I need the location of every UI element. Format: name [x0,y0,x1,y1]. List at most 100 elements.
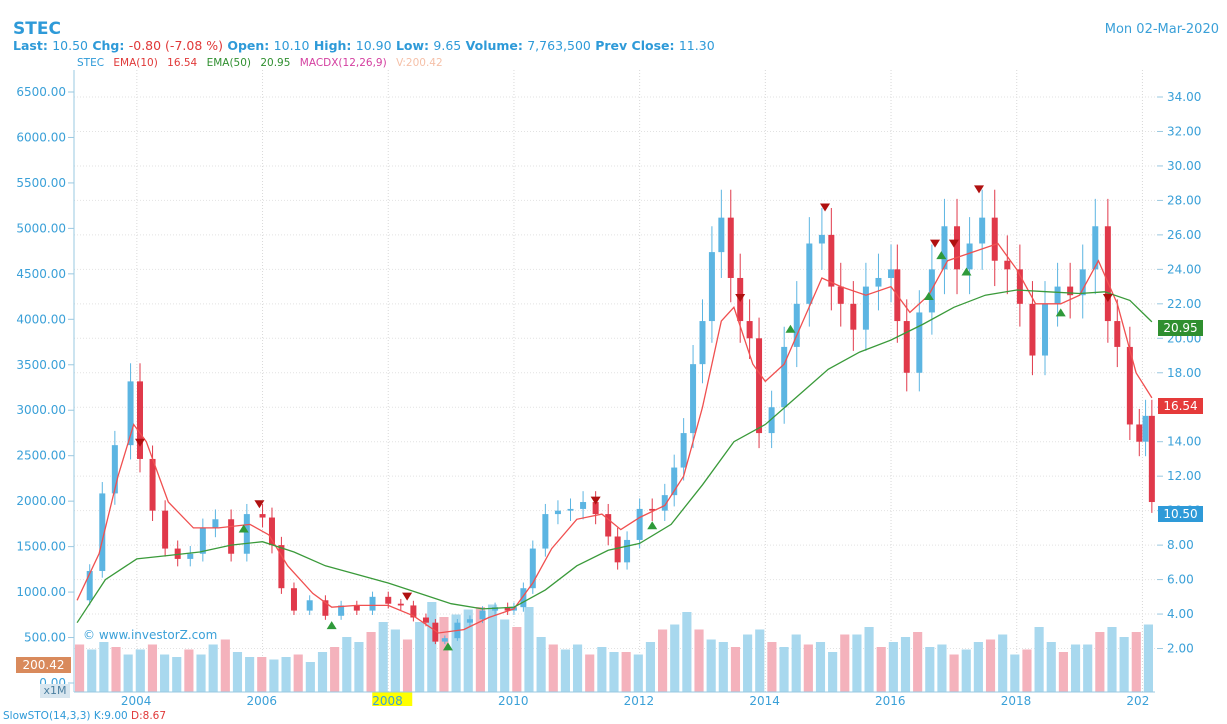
volume-bar [1010,654,1020,692]
y-left-label: 1500.00 [16,540,66,554]
y-right-label: 26.00 [1167,228,1201,242]
volume-label: Volume: [465,38,523,53]
candle-body [699,321,706,365]
volume-bar [269,659,279,692]
x-tick-label: 202 [1126,694,1149,708]
volume-bar [135,649,145,692]
y-right-label: 2.00 [1167,642,1194,656]
volume-bar [475,607,485,692]
y-left-label: 3500.00 [16,358,66,372]
volume-bar [682,612,692,692]
volume-bar [548,644,558,692]
candle-body [850,303,857,330]
volume-bar [840,634,850,692]
ema-lines [76,242,1153,634]
y-left-label: 6000.00 [16,130,66,144]
volume-bar [1119,637,1129,692]
volume-bar [815,642,826,692]
legend-macd[interactable]: MACDX(12,26,9) [299,57,387,69]
legend-ema10[interactable]: EMA(10) [113,57,158,69]
candle-body [966,243,973,270]
sell-signal [820,203,831,212]
volume-bar [718,642,728,692]
candle-body [111,445,118,494]
y-left-label: 5000.00 [16,221,66,235]
quote-stats: Last: 10.50 Chg: -0.80 (-7.08 %) Open: 1… [13,38,715,53]
candle-body [504,607,511,611]
volume-bar [245,657,255,692]
volume-bar [208,644,218,692]
legend-ema10-value: 16.54 [167,57,198,69]
volume-bar [487,604,498,692]
candle-body [136,381,143,459]
indicator-legend: STEC EMA(10) 16.54 EMA(50) 20.95 MACDX(1… [77,57,449,69]
candle-body [410,605,417,618]
volume-bar [694,629,704,692]
buy-signal [647,521,658,530]
volume-bar [755,629,765,692]
legend-ema50[interactable]: EMA(50) [206,57,252,69]
chart-grid [74,70,1155,692]
last-value: 10.50 [52,38,88,53]
candles [86,189,1155,645]
legend-ema50-value: 20.95 [260,57,291,69]
candle-body [322,600,329,616]
volume-bar [1058,652,1068,692]
volume-bar [585,654,595,692]
volume-bar [415,622,425,692]
signal-markers [134,185,1113,651]
volume-bar [427,602,437,692]
candle-body [718,217,725,253]
y-right-label: 6.00 [1167,573,1194,587]
candle-body [1042,303,1049,356]
volume-bar [803,644,813,692]
volume-bar [220,639,230,692]
y-left-label: 4500.00 [16,267,66,281]
volume-bar [1046,642,1056,692]
candle-body [916,312,923,373]
volume-bar [463,609,473,692]
candle-body [432,622,439,642]
y-left-label: 2000.00 [16,494,66,508]
sell-signal [948,239,959,248]
candle-body [1029,303,1036,356]
buy-signal [923,292,934,301]
volume-bar [925,647,935,692]
legend-volume[interactable]: V:200.42 [396,57,443,69]
volume-bar [257,657,267,692]
volume-bar [791,634,801,692]
buy-signal [1055,308,1066,317]
sto-label[interactable]: SlowSTO(14,3,3) [3,710,91,722]
sell-signal [1102,293,1113,302]
sell-signal [134,438,145,447]
volume-bar [706,639,716,692]
volume-bar [645,642,656,692]
candle-body [268,517,275,546]
candle-body [199,527,206,554]
ema50-badge: 20.95 [1158,320,1203,336]
volume-bar [87,649,97,692]
open-value: 10.10 [273,38,310,53]
x-tick-label: 2014 [749,694,780,708]
y-right-label: 12.00 [1167,469,1201,483]
volume-bar [512,627,522,692]
volume-bar [439,617,449,692]
volume-bar [366,632,376,692]
legend-symbol[interactable]: STEC [77,57,105,69]
sell-signal [974,185,985,194]
candle-body [1092,226,1099,270]
candle-body [243,514,250,554]
sell-signal [735,293,746,302]
candle-body [793,303,800,347]
volume-bar [985,639,996,692]
prevclose-label: Prev Close: [595,38,675,53]
candle-body [127,381,134,446]
volume-bar [402,639,413,692]
candle-body [671,467,678,496]
sell-signal [930,239,941,248]
ema10-badge: 16.54 [1158,398,1203,414]
candle-body [818,234,825,244]
volume-bar [828,652,838,692]
candle-body [385,596,392,604]
